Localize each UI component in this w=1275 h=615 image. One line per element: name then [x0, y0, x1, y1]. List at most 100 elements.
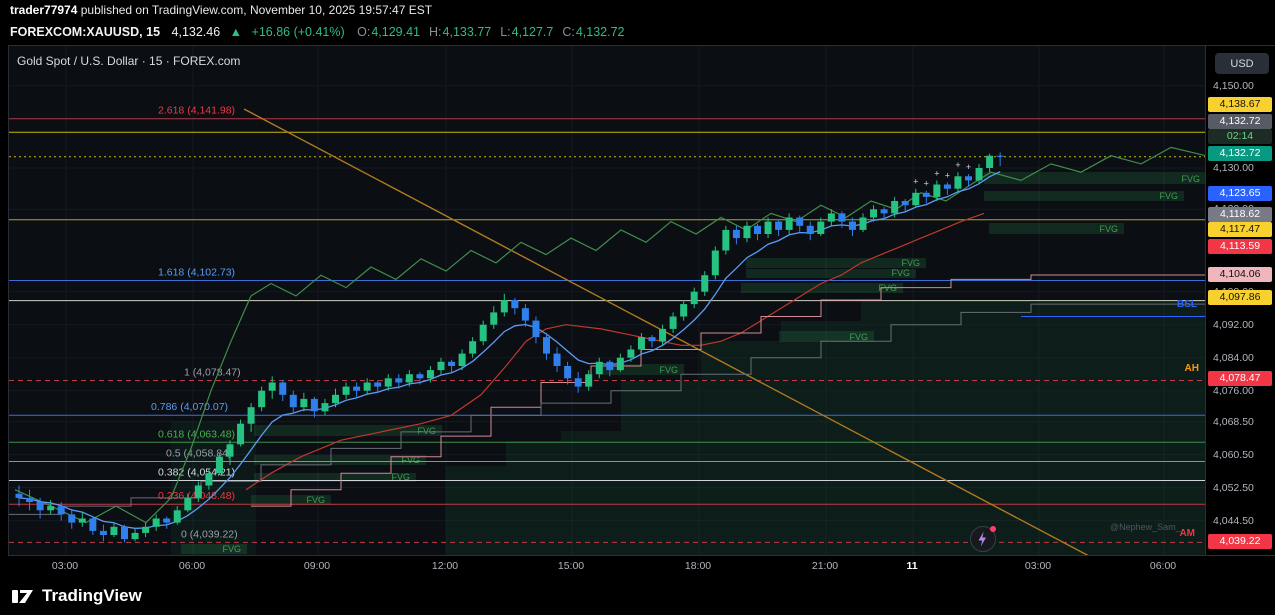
candle-body — [659, 328, 667, 342]
candle-body — [279, 382, 287, 395]
candle-body — [711, 250, 719, 276]
fvg-zone — [254, 455, 426, 465]
fvg-label: FVG — [1159, 191, 1178, 201]
candle-body — [163, 518, 171, 523]
am-label: AM — [1179, 528, 1195, 539]
time-tick-label: 15:00 — [557, 560, 585, 572]
candle-body — [806, 225, 814, 234]
ohlc-field-value: 4,127.7 — [511, 25, 554, 39]
price-badge: 4,039.22 — [1208, 534, 1272, 549]
brand-name[interactable]: TradingView — [42, 586, 142, 605]
candle-body — [405, 374, 413, 383]
fib-level-label: 2.618 (4,141.98) — [158, 105, 235, 117]
candle-body — [827, 213, 835, 222]
fib-level-label: 0 (4,039.22) — [181, 528, 238, 540]
candle-body — [15, 493, 23, 498]
candle-body — [490, 312, 498, 325]
candle-body — [838, 213, 846, 222]
price-badge: 4,104.06 — [1208, 267, 1272, 282]
plus-marker: + — [945, 171, 950, 181]
candle-body — [901, 201, 909, 206]
candle-body — [247, 407, 255, 424]
candle-body — [511, 300, 519, 309]
symbol-name: FOREXCOM:XAUUSD, 15 — [10, 25, 161, 39]
price-tick-label: 4,060.50 — [1213, 448, 1254, 461]
candle-body — [859, 217, 867, 230]
time-tick-label: 11 — [906, 560, 918, 572]
candle-body — [954, 176, 962, 189]
candle-body — [996, 155, 1004, 157]
fib-level-label: 0.382 (4,054.21) — [158, 467, 235, 479]
candle-body — [289, 394, 297, 408]
candle-body — [458, 353, 466, 366]
candle-body — [448, 361, 456, 366]
candle-body — [754, 225, 761, 234]
fvg-zone — [746, 269, 916, 278]
fvg-zone — [989, 223, 1124, 234]
candle-body — [173, 510, 181, 523]
candle-body — [89, 518, 97, 531]
price-tick-label: 4,130.00 — [1213, 162, 1254, 174]
time-tick-label: 03:00 — [51, 560, 79, 572]
price-badge: 4,097.86 — [1208, 290, 1272, 305]
fib-level-label: 0.786 (4,070.07) — [151, 401, 228, 413]
candle-body — [637, 337, 645, 350]
plus-marker: + — [966, 162, 971, 172]
candle-body — [817, 221, 825, 234]
candle-body — [110, 526, 118, 535]
price-badge: 4,132.72 — [1208, 146, 1272, 161]
price-tick-label: 4,052.50 — [1213, 481, 1254, 494]
price-chart-canvas[interactable]: FVGFVGFVGFVGFVGFVGFVGFVGFVGFVGFVGFVGFVG2… — [9, 46, 1206, 556]
candle-body — [564, 366, 572, 379]
trendline[interactable] — [243, 108, 1090, 556]
fib-level-label: 1 (4,078.47) — [184, 367, 241, 379]
candle-body — [975, 168, 983, 181]
fvg-label: FVG — [222, 544, 241, 554]
candle-body — [479, 324, 487, 342]
time-axis[interactable]: 03:00 06:00 09:00 12:00 15:00 18:00 21:00 11 03:… — [8, 555, 1275, 578]
ohlc-field-label: O: — [357, 25, 371, 39]
candle-body — [595, 361, 603, 375]
candle-body — [743, 225, 751, 239]
price-axis[interactable]: USD 4,150.004,130.004,120.004,100.004,09… — [1205, 45, 1275, 556]
currency-toggle-button[interactable]: USD — [1215, 53, 1269, 74]
candle-body — [500, 300, 508, 313]
fvg-label: FVG — [1181, 174, 1200, 184]
candle-body — [26, 497, 34, 502]
candle-body — [701, 275, 709, 292]
candle-body — [300, 398, 308, 408]
fvg-label: FVG — [901, 258, 920, 268]
candle-body — [574, 378, 582, 387]
pink-step — [251, 274, 1206, 507]
candle-body — [732, 229, 740, 239]
candle-body — [332, 394, 339, 404]
last-price: 4,132.46 — [171, 25, 221, 39]
indicator-fill — [171, 421, 256, 556]
tradingview-logo[interactable] — [12, 585, 38, 607]
candle-body — [933, 184, 941, 197]
time-tick-label: 12:00 — [431, 560, 459, 572]
plus-marker: + — [913, 177, 918, 187]
fvg-zone — [746, 258, 926, 268]
candle-body — [99, 530, 107, 535]
candle-body — [616, 357, 624, 371]
quick-action-bolt-icon[interactable] — [970, 526, 996, 552]
chart-area[interactable]: Gold Spot / U.S. Dollar · 15 · FOREX.com… — [8, 45, 1206, 556]
fvg-zone — [984, 191, 1184, 201]
candle-body — [121, 526, 128, 540]
candle-body — [226, 444, 234, 457]
candle-body — [796, 217, 804, 226]
fvg-zone — [779, 331, 874, 342]
price-tick-label: 4,150.00 — [1213, 79, 1254, 92]
candle-body — [353, 386, 361, 391]
candle-body — [36, 502, 44, 511]
fib-level-label: 0.5 (4,058.84) — [166, 448, 231, 460]
candle-body — [363, 382, 371, 391]
fib-level-label: 1.618 (4,102.73) — [158, 267, 235, 279]
candle-body — [47, 506, 55, 511]
price-tick-label: 4,092.00 — [1213, 318, 1254, 331]
fvg-zone — [984, 172, 1206, 184]
fvg-label: FVG — [891, 268, 910, 278]
ah-label: AH — [1185, 363, 1199, 374]
candle-body — [268, 382, 276, 391]
